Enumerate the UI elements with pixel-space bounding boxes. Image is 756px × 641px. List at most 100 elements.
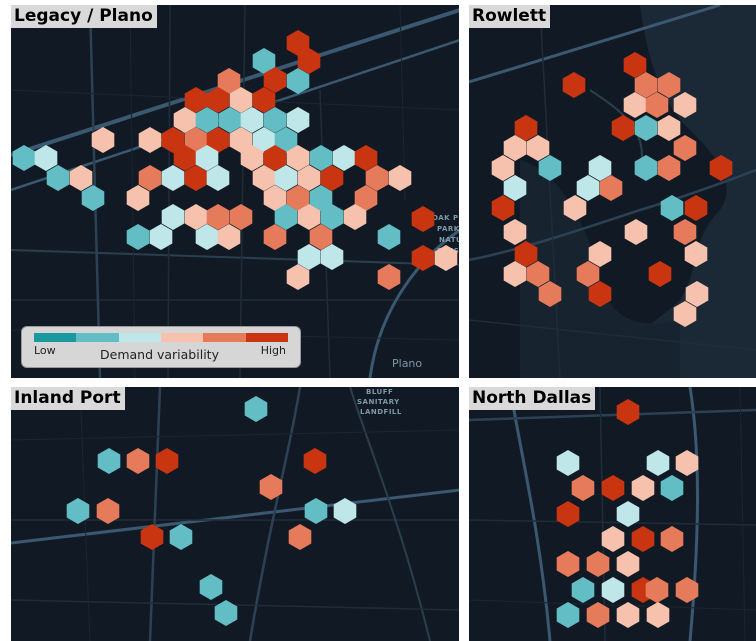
hex-cell[interactable] xyxy=(645,92,669,118)
hex-cell[interactable] xyxy=(161,204,185,230)
hex-cell[interactable] xyxy=(206,204,230,230)
hex-cell[interactable] xyxy=(286,145,310,171)
hex-cell[interactable] xyxy=(199,574,223,600)
hex-cell[interactable] xyxy=(320,165,344,191)
hex-cell[interactable] xyxy=(303,448,327,474)
hex-cell[interactable] xyxy=(149,224,173,250)
hex-cell[interactable] xyxy=(646,602,670,628)
hex-cell[interactable] xyxy=(709,155,733,181)
hex-cell[interactable] xyxy=(623,92,647,118)
hex-cell[interactable] xyxy=(388,165,412,191)
hex-cell[interactable] xyxy=(645,577,669,603)
hex-cell[interactable] xyxy=(616,399,640,425)
hex-cell[interactable] xyxy=(263,185,287,211)
hex-cell[interactable] xyxy=(263,145,287,171)
hex-cell[interactable] xyxy=(138,165,162,191)
hex-cell[interactable] xyxy=(657,115,681,141)
hex-cell[interactable] xyxy=(563,195,587,221)
hex-cell[interactable] xyxy=(491,155,515,181)
hex-cell[interactable] xyxy=(684,195,708,221)
hex-cell[interactable] xyxy=(634,155,658,181)
hex-cell[interactable] xyxy=(217,68,241,94)
hex-cell[interactable] xyxy=(138,127,162,153)
hex-cell[interactable] xyxy=(274,165,298,191)
hex-cell[interactable] xyxy=(526,135,550,161)
hex-cell[interactable] xyxy=(588,241,612,267)
hex-cell[interactable] xyxy=(624,219,648,245)
hex-cell[interactable] xyxy=(259,474,283,500)
hex-cell[interactable] xyxy=(377,264,401,290)
hex-cell[interactable] xyxy=(286,30,310,56)
hex-cell[interactable] xyxy=(229,87,253,113)
hex-cell[interactable] xyxy=(556,602,580,628)
hex-cell[interactable] xyxy=(333,498,357,524)
hex-cell[interactable] xyxy=(97,448,121,474)
hex-cell[interactable] xyxy=(229,204,253,230)
hex-cell[interactable] xyxy=(411,245,435,271)
hex-cell[interactable] xyxy=(240,107,264,133)
hex-cell[interactable] xyxy=(377,224,401,250)
hex-cell[interactable] xyxy=(184,204,208,230)
hex-cell[interactable] xyxy=(304,498,328,524)
hex-cell[interactable] xyxy=(571,475,595,501)
hex-cell[interactable] xyxy=(320,244,344,270)
hex-cell[interactable] xyxy=(240,145,264,171)
hex-cell[interactable] xyxy=(611,115,635,141)
hex-cell[interactable] xyxy=(556,501,580,527)
hex-cell[interactable] xyxy=(601,475,625,501)
hex-cell[interactable] xyxy=(685,281,709,307)
hex-cell[interactable] xyxy=(274,204,298,230)
hex-cell[interactable] xyxy=(206,127,230,153)
hex-cell[interactable] xyxy=(46,165,70,191)
hex-cell[interactable] xyxy=(34,145,58,171)
hex-cell[interactable] xyxy=(252,87,276,113)
hex-cell[interactable] xyxy=(155,448,179,474)
hex-cell[interactable] xyxy=(320,204,344,230)
hex-cell[interactable] xyxy=(140,524,164,550)
hex-cell[interactable] xyxy=(491,195,515,221)
hex-cell[interactable] xyxy=(631,475,655,501)
hex-cell[interactable] xyxy=(660,475,684,501)
hex-cell[interactable] xyxy=(503,135,527,161)
hex-cell[interactable] xyxy=(586,602,610,628)
hex-cell[interactable] xyxy=(660,526,684,552)
hex-cell[interactable] xyxy=(91,127,115,153)
hex-cell[interactable] xyxy=(514,115,538,141)
hex-cell[interactable] xyxy=(411,206,435,232)
hex-cell[interactable] xyxy=(309,185,333,211)
hex-cell[interactable] xyxy=(571,577,595,603)
map-panel-rowlett[interactable]: Rowlett xyxy=(469,5,756,378)
hex-cell[interactable] xyxy=(252,165,276,191)
hex-cell[interactable] xyxy=(503,261,527,287)
hex-cell[interactable] xyxy=(184,127,208,153)
hex-cell[interactable] xyxy=(503,219,527,245)
hex-cell[interactable] xyxy=(173,145,197,171)
hex-cell[interactable] xyxy=(673,301,697,327)
hex-cell[interactable] xyxy=(673,135,697,161)
hex-cell[interactable] xyxy=(616,501,640,527)
hex-cell[interactable] xyxy=(354,145,378,171)
hex-cell[interactable] xyxy=(576,261,600,287)
hex-cell[interactable] xyxy=(631,526,655,552)
hex-cell[interactable] xyxy=(576,175,600,201)
hex-cell[interactable] xyxy=(309,224,333,250)
hex-cell[interactable] xyxy=(126,185,150,211)
hex-cell[interactable] xyxy=(684,241,708,267)
hex-cell[interactable] xyxy=(184,87,208,113)
hex-cell[interactable] xyxy=(634,72,658,98)
hex-cell[interactable] xyxy=(634,115,658,141)
hex-cell[interactable] xyxy=(184,165,208,191)
hex-cell[interactable] xyxy=(263,224,287,250)
hex-cell[interactable] xyxy=(588,281,612,307)
hex-cell[interactable] xyxy=(252,127,276,153)
hex-cell[interactable] xyxy=(288,524,312,550)
hex-cell[interactable] xyxy=(354,185,378,211)
hex-cell[interactable] xyxy=(69,165,93,191)
hex-cell[interactable] xyxy=(514,241,538,267)
hex-cell[interactable] xyxy=(286,68,310,94)
hex-cell[interactable] xyxy=(556,450,580,476)
hex-cell[interactable] xyxy=(556,551,580,577)
hex-cell[interactable] xyxy=(588,155,612,181)
hex-cell[interactable] xyxy=(673,219,697,245)
hex-cell[interactable] xyxy=(646,450,670,476)
